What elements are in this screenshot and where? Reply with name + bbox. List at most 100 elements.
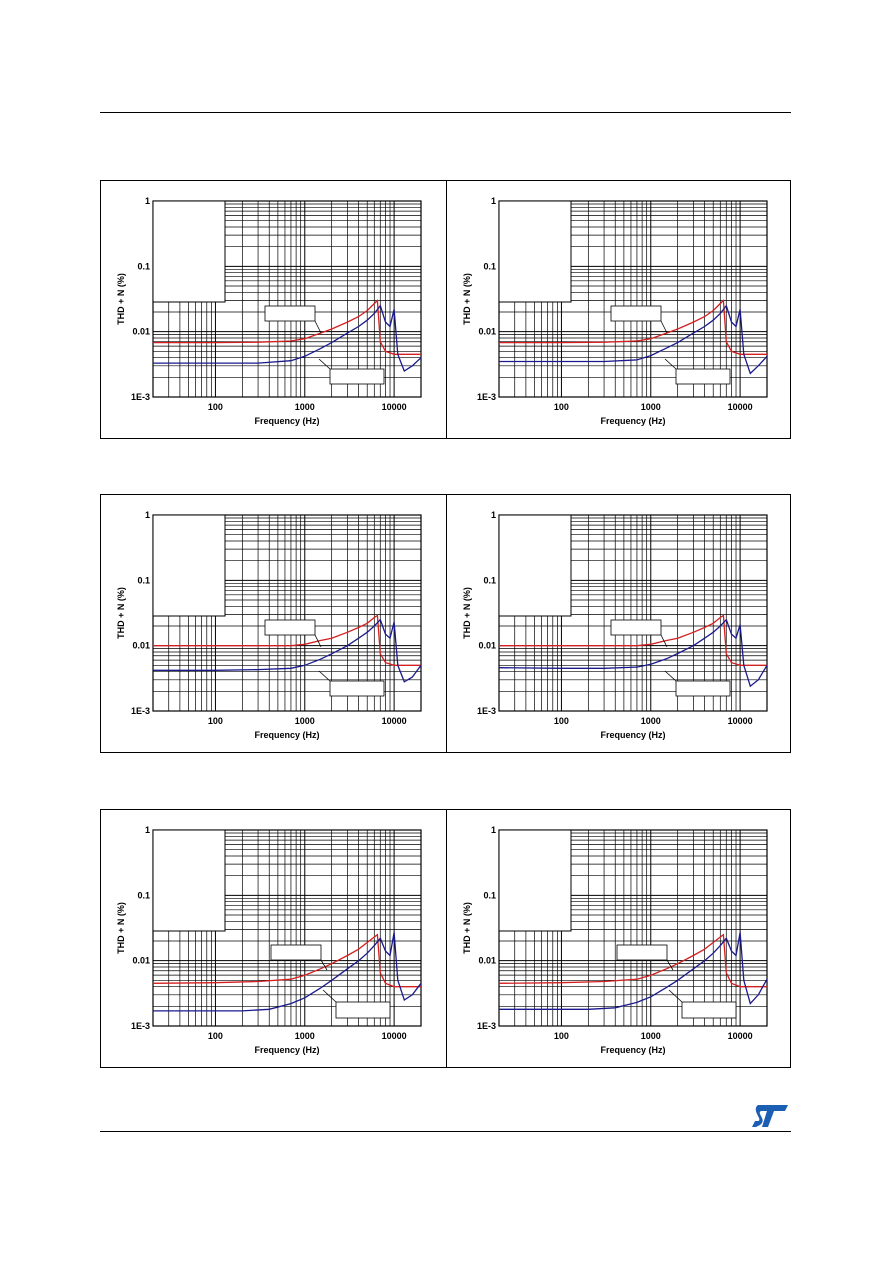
chart-cell: 1 0.1 0.01 1E-3 100 1000 10000 Frequency (Hz) TH… <box>447 810 792 1067</box>
chart-cell: 1 0.1 0.01 1E-3 100 1000 10000 Frequency (Hz) TH… <box>447 495 792 752</box>
y-axis-label: THD + N (%) <box>116 273 126 325</box>
series-line-1 <box>499 614 767 666</box>
x-tick-label: 10000 <box>382 402 407 412</box>
cell-divider <box>446 181 447 438</box>
st-logo-icon <box>752 1105 788 1127</box>
y-axis-label: THD + N (%) <box>462 587 472 639</box>
y-tick-label: 0.1 <box>137 890 150 900</box>
x-axis-label: Frequency (Hz) <box>254 1045 319 1055</box>
callout-leader <box>666 959 674 971</box>
y-tick-label: 1 <box>491 510 496 520</box>
callout-label-b <box>329 368 385 385</box>
chart-row-2: 1 0.1 0.01 1E-3 100 1000 10000 Frequency (Hz) TH… <box>100 494 791 753</box>
x-tick-label: 1000 <box>641 716 661 726</box>
callout-leader <box>318 670 331 682</box>
callout-leader <box>664 358 677 370</box>
legend-box <box>152 200 226 303</box>
callout-leader <box>668 989 683 1003</box>
callout-leader <box>660 320 668 334</box>
chart-cell: 1 0.1 0.01 1E-3 100 1000 10000 Frequency (Hz) TH… <box>101 181 446 438</box>
callout-leader <box>320 959 328 971</box>
cell-divider <box>446 810 447 1067</box>
series-line-1 <box>153 299 421 355</box>
y-tick-label: 0.1 <box>483 261 496 271</box>
series-line-2 <box>499 932 768 1010</box>
series-line-1 <box>152 933 421 988</box>
series-line-2 <box>498 618 768 688</box>
x-axis-label: Frequency (Hz) <box>600 416 665 426</box>
x-axis-label: Frequency (Hz) <box>600 730 665 740</box>
y-axis-label: THD + N (%) <box>462 902 472 954</box>
thd-frequency-chart: 1 0.1 0.01 1E-3 100 1000 10000 Frequency (Hz) TH… <box>462 196 768 426</box>
footer-rule <box>100 1131 791 1132</box>
cell-divider <box>446 495 447 752</box>
grid <box>498 200 768 398</box>
thd-frequency-chart: 1 0.1 0.01 1E-3 100 1000 10000 Frequency (Hz) TH… <box>116 825 422 1055</box>
y-tick-label: 1 <box>145 510 150 520</box>
callout-label-a <box>264 305 316 322</box>
x-tick-label: 10000 <box>382 716 407 726</box>
y-tick-label: 0.1 <box>483 575 496 585</box>
y-tick-label: 0.01 <box>132 327 150 337</box>
series-line-1 <box>499 299 767 355</box>
callout-leader <box>660 634 668 648</box>
callout-label-a <box>610 305 662 322</box>
x-axis-label: Frequency (Hz) <box>254 730 319 740</box>
series-line-2 <box>153 932 422 1012</box>
x-tick-label: 10000 <box>382 1031 407 1041</box>
y-tick-label: 0.01 <box>132 641 150 651</box>
y-axis-label: THD + N (%) <box>116 902 126 954</box>
callout-label-b <box>681 1001 737 1019</box>
callout-leader <box>322 989 337 1003</box>
callout-label-b <box>329 680 385 697</box>
chart-cell: 1 0.1 0.01 1E-3 100 1000 10000 Frequency (Hz) TH… <box>447 181 792 438</box>
chart-cell: 1 0.1 0.01 1E-3 100 1000 10000 Frequency (Hz) TH… <box>101 810 446 1067</box>
grid <box>498 514 768 712</box>
callout-label-b <box>335 1001 391 1019</box>
callout-label-a <box>610 619 662 636</box>
x-tick-label: 10000 <box>728 716 753 726</box>
x-axis-label: Frequency (Hz) <box>254 416 319 426</box>
y-tick-label: 1 <box>145 825 150 835</box>
x-tick-label: 1000 <box>641 1031 661 1041</box>
series-line-2 <box>153 304 422 372</box>
x-tick-label: 10000 <box>728 402 753 412</box>
x-tick-label: 1000 <box>295 402 315 412</box>
y-axis-label: THD + N (%) <box>116 587 126 639</box>
x-tick-label: 100 <box>208 1031 223 1041</box>
legend-box <box>152 829 226 932</box>
callout-label-a <box>616 944 668 961</box>
callout-label-a <box>264 619 316 636</box>
y-tick-label: 0.01 <box>478 641 496 651</box>
y-tick-label: 1E-3 <box>477 706 496 716</box>
y-tick-label: 0.01 <box>478 327 496 337</box>
x-tick-label: 100 <box>208 716 223 726</box>
y-tick-label: 1 <box>491 196 496 206</box>
series-line-1 <box>153 614 421 666</box>
x-tick-label: 100 <box>554 716 569 726</box>
callout-leader <box>314 634 322 648</box>
y-tick-label: 0.1 <box>137 575 150 585</box>
x-tick-label: 1000 <box>295 1031 315 1041</box>
series-line-2 <box>153 618 422 683</box>
series-line-1 <box>498 933 767 988</box>
y-tick-label: 0.01 <box>132 956 150 966</box>
callout-leader <box>318 358 331 370</box>
y-tick-label: 1 <box>145 196 150 206</box>
y-tick-label: 1E-3 <box>477 1021 496 1031</box>
thd-frequency-chart: 1 0.1 0.01 1E-3 100 1000 10000 Frequency (Hz) TH… <box>462 510 768 740</box>
y-tick-label: 1 <box>491 825 496 835</box>
x-tick-label: 100 <box>554 1031 569 1041</box>
chart-cell: 1 0.1 0.01 1E-3 100 1000 10000 Frequency (Hz) TH… <box>101 495 446 752</box>
callout-label-b <box>675 680 731 697</box>
y-tick-label: 1E-3 <box>131 706 150 716</box>
y-tick-label: 1E-3 <box>477 392 496 402</box>
y-tick-label: 1E-3 <box>131 392 150 402</box>
x-tick-label: 100 <box>208 402 223 412</box>
callout-leader <box>664 670 677 682</box>
legend-box <box>152 514 226 617</box>
x-tick-label: 10000 <box>728 1031 753 1041</box>
thd-frequency-chart: 1 0.1 0.01 1E-3 100 1000 10000 Frequency (Hz) TH… <box>116 196 422 426</box>
callout-label-a <box>270 944 322 961</box>
x-axis-label: Frequency (Hz) <box>600 1045 665 1055</box>
